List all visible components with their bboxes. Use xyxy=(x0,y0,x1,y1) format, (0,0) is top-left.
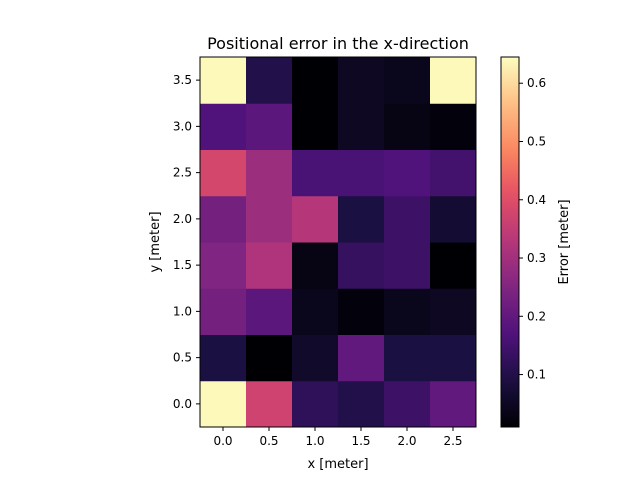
colorbar-tick-label: 0.6 xyxy=(527,76,546,90)
colorbar-tick-label: 0.4 xyxy=(527,193,546,207)
colorbar-tick-label: 0.3 xyxy=(527,251,546,265)
y-tick-label: 2.0 xyxy=(173,212,192,226)
y-axis-label: y [meter] xyxy=(148,211,163,272)
y-tick-label: 3.0 xyxy=(173,119,192,133)
colorbar-tick-label: 0.5 xyxy=(527,134,546,148)
heatmap-cell xyxy=(384,57,431,104)
x-tick-label: 2.0 xyxy=(397,434,416,448)
heatmap-cell xyxy=(338,57,385,104)
heatmap-cell xyxy=(430,242,477,289)
x-tick-label: 1.5 xyxy=(351,434,370,448)
heatmap-cell xyxy=(338,380,385,428)
colorbar-ticks: 0.1 0.2 0.3 0.4 0.5 0.6 xyxy=(519,76,546,382)
heatmap-cell xyxy=(246,242,293,289)
heatmap-cell xyxy=(292,242,339,289)
heatmap-cell xyxy=(246,334,293,382)
heatmap-cell xyxy=(430,57,477,104)
heatmap-cell xyxy=(292,103,339,150)
x-tick-label: 1.0 xyxy=(305,434,324,448)
heatmap-cell xyxy=(200,57,247,104)
x-axis-ticks: 0.0 0.5 1.0 1.5 2.0 2.5 xyxy=(213,427,463,448)
heatmap-cell xyxy=(246,195,293,243)
heatmap-cell xyxy=(292,149,339,197)
heatmap-cell xyxy=(338,288,385,335)
heatmap-cell xyxy=(384,195,431,243)
heatmap-cell xyxy=(384,288,431,335)
heatmap-cell xyxy=(246,57,293,104)
heatmap-cell xyxy=(338,334,385,382)
heatmap-cell xyxy=(430,380,477,428)
chart-title: Positional error in the x-direction xyxy=(207,34,469,53)
heatmap-cell xyxy=(200,380,247,428)
heatmap-cell xyxy=(430,195,477,243)
y-axis-ticks: 0.0 0.5 1.0 1.5 2.0 2.5 3.0 3.5 xyxy=(173,73,200,411)
heatmap-cell xyxy=(200,242,247,289)
heatmap-cell xyxy=(292,380,339,428)
heatmap-cell xyxy=(292,57,339,104)
heatmap-cell xyxy=(200,149,247,197)
heatmap-cell xyxy=(384,149,431,197)
heatmap-cell xyxy=(200,103,247,150)
heatmap-cell xyxy=(246,103,293,150)
y-tick-label: 1.0 xyxy=(173,304,192,318)
colorbar-label: Error [meter] xyxy=(557,199,572,284)
colorbar xyxy=(500,56,520,428)
heatmap-cell xyxy=(338,242,385,289)
heatmap-cell xyxy=(338,195,385,243)
heatmap-cell xyxy=(430,149,477,197)
heatmap-cell xyxy=(430,334,477,382)
heatmap-cell xyxy=(384,103,431,150)
heatmap-cell xyxy=(430,103,477,150)
colorbar-tick-label: 0.1 xyxy=(527,368,546,382)
heatmap-cells xyxy=(200,57,477,428)
plot-frame xyxy=(199,56,477,428)
heatmap-cell xyxy=(246,380,293,428)
heatmap-cell xyxy=(200,334,247,382)
heatmap-cell xyxy=(384,380,431,428)
heatmap-cell xyxy=(384,242,431,289)
y-tick-label: 0.0 xyxy=(173,397,192,411)
y-tick-label: 1.5 xyxy=(173,258,192,272)
y-tick-label: 2.5 xyxy=(173,166,192,180)
heatmap-cell xyxy=(200,195,247,243)
heatmap-cell xyxy=(292,288,339,335)
colorbar-tick-label: 0.2 xyxy=(527,309,546,323)
heatmap-cell xyxy=(292,334,339,382)
x-tick-label: 2.5 xyxy=(443,434,462,448)
heatmap-cell xyxy=(338,103,385,150)
heatmap-cell xyxy=(384,334,431,382)
y-tick-label: 0.5 xyxy=(173,351,192,365)
heatmap-cell xyxy=(246,149,293,197)
heatmap-cell xyxy=(292,195,339,243)
heatmap-cell xyxy=(338,149,385,197)
x-tick-label: 0.5 xyxy=(259,434,278,448)
heatmap-cell xyxy=(246,288,293,335)
heatmap-cell xyxy=(430,288,477,335)
y-tick-label: 3.5 xyxy=(173,73,192,87)
x-tick-label: 0.0 xyxy=(213,434,232,448)
x-axis-label: x [meter] xyxy=(307,457,368,472)
heatmap-cell xyxy=(200,288,247,335)
